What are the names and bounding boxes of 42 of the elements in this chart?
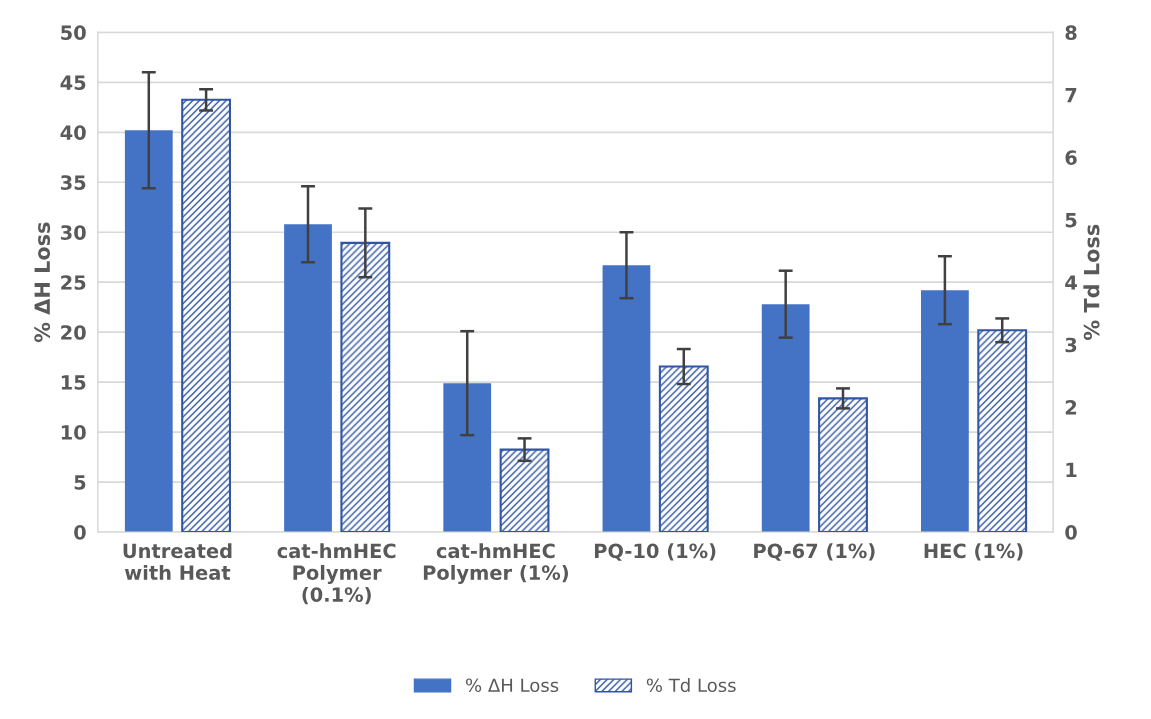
x-tick-label: cat-hmHEC Polymer (0.1%) (277, 543, 396, 605)
x-tick-label: cat-hmHEC Polymer (1%) (423, 543, 568, 584)
bar (977, 329, 1028, 533)
y2-tick-label: 7 (1065, 88, 1077, 103)
bar (181, 98, 232, 533)
bar (499, 448, 550, 533)
y-axis-title: % ΔH Loss (34, 222, 51, 343)
y2-tick-label: 8 (1065, 25, 1077, 41)
legend-label: % Td Loss (646, 678, 736, 693)
y2-tick-label: 5 (1065, 212, 1077, 228)
y-tick-label: 15 (61, 375, 86, 390)
y-tick-label: 0 (74, 525, 86, 540)
y2-tick-label: 3 (1065, 337, 1077, 353)
bar (340, 241, 391, 533)
y-tick-label: 20 (61, 325, 86, 340)
y-tick-label: 35 (60, 175, 86, 190)
bar (443, 383, 492, 533)
y2-tick-label: 1 (1066, 462, 1077, 477)
x-tick-label: Untreated with Heat (123, 543, 232, 580)
bar (284, 224, 332, 533)
y-tick-label: 30 (60, 225, 86, 240)
y-tick-label: 40 (60, 125, 86, 140)
y2-axis-title: % Td Loss (1083, 224, 1100, 340)
legend-label: % ΔH Loss (465, 678, 559, 693)
x-tick-label: PQ-10 (1%) (594, 543, 716, 561)
y-tick-label: 5 (74, 475, 86, 490)
x-tick-label: PQ-67 (1%) (754, 543, 875, 561)
y2-tick-label: 2 (1065, 400, 1077, 415)
y-tick-label: 25 (61, 275, 86, 290)
y-tick-label: 50 (61, 25, 86, 41)
bar (658, 365, 709, 533)
bar (761, 304, 810, 533)
y-tick-label: 45 (60, 75, 86, 90)
bar (818, 397, 868, 533)
x-tick-label: HEC (1%) (924, 543, 1023, 561)
bar (124, 130, 173, 533)
y2-tick-label: 0 (1065, 525, 1077, 540)
y2-tick-label: 4 (1065, 275, 1077, 290)
bar (921, 290, 969, 533)
y-tick-label: 10 (61, 425, 86, 440)
bar (602, 265, 651, 533)
y2-tick-label: 6 (1065, 150, 1077, 165)
